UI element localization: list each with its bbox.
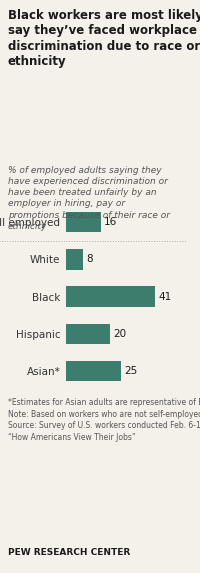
Text: *Estimates for Asian adults are representative of English speakers only.
Note: B: *Estimates for Asian adults are represen… [8,398,200,442]
Text: 25: 25 [124,366,137,376]
Bar [66,249,83,269]
Bar [66,212,101,232]
Bar [66,286,155,307]
Text: 16: 16 [104,217,117,227]
Text: % of employed adults saying they
have experienced discrimination or
have been tr: % of employed adults saying they have ex… [8,166,170,231]
Bar [66,324,110,344]
Text: 8: 8 [87,254,93,264]
Text: 41: 41 [159,292,172,301]
Bar [66,361,121,381]
Text: Black workers are most likely to
say they’ve faced workplace
discrimination due : Black workers are most likely to say the… [8,9,200,68]
Text: 20: 20 [113,329,126,339]
Text: PEW RESEARCH CENTER: PEW RESEARCH CENTER [8,548,130,557]
